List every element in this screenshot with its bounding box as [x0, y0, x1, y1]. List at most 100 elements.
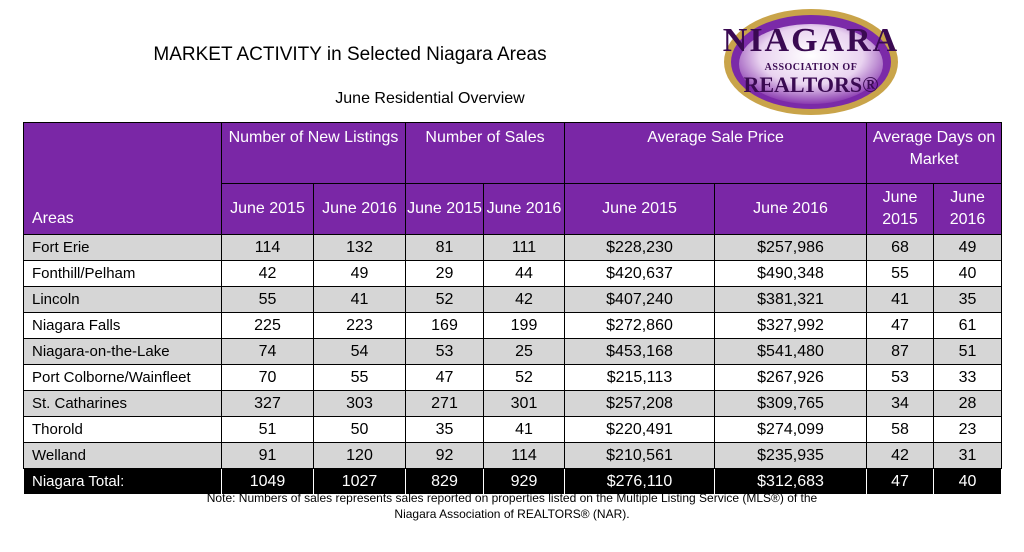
value-cell: $453,168	[564, 338, 716, 365]
table-row: Niagara-on-the-Lake 74 54 53 25 $453,168 $541,…	[23, 338, 1003, 365]
logo-line-3: REALTORS®	[743, 72, 879, 97]
value-cell: $381,321	[714, 286, 868, 313]
value-cell: 40	[933, 260, 1003, 287]
table-row: Port Colborne/Wainfleet 70 55 47 52 $215,113 $…	[23, 364, 1003, 391]
table-row: Fonthill/Pelham 42 49 29 44 $420,637 $490,348 5…	[23, 260, 1003, 287]
value-cell: $267,926	[714, 364, 868, 391]
logo-line-2: ASSOCIATION OF	[764, 62, 858, 73]
value-cell: 51	[221, 416, 314, 443]
value-cell: 91	[221, 442, 314, 469]
sub-header-cell: June 2015	[221, 183, 314, 235]
value-cell: 35	[933, 286, 1003, 313]
value-cell: 41	[313, 286, 406, 313]
value-cell: $541,480	[714, 338, 868, 365]
table-row: Welland 91 120 92 114 $210,561 $235,935 42 31	[23, 442, 1003, 469]
value-cell: 92	[405, 442, 484, 469]
table-row: St. Catharines 327 303 271 301 $257,208 $309,7…	[23, 390, 1003, 417]
value-cell: 301	[482, 390, 566, 417]
value-cell: 120	[313, 442, 406, 469]
value-cell: $228,230	[564, 234, 716, 261]
value-cell: 55	[313, 364, 406, 391]
table-row: Niagara Falls 225 223 169 199 $272,860 $327,99…	[23, 312, 1003, 339]
value-cell: $309,765	[714, 390, 868, 417]
market-activity-table: Areas Number of New Listings Number of S…	[23, 122, 1003, 495]
value-cell: 50	[313, 416, 406, 443]
value-cell: 70	[221, 364, 314, 391]
value-cell: $257,208	[564, 390, 716, 417]
area-name-cell: Niagara Falls	[23, 312, 222, 339]
total-value-cell: 929	[482, 468, 566, 495]
group-header-new-listings: Number of New Listings	[221, 122, 406, 184]
total-value-cell: $276,110	[564, 468, 716, 495]
logo-line-1: NIAGARA	[722, 22, 900, 59]
value-cell: $235,935	[714, 442, 868, 469]
page-subtitle: June Residential Overview	[335, 90, 525, 107]
sub-header-cell: June 2016	[933, 183, 1003, 235]
value-cell: $215,113	[564, 364, 716, 391]
footnote-line-1: Note: Numbers of sales represents sales …	[206, 491, 818, 505]
sub-header-cell: June 2015	[564, 183, 716, 235]
area-name-cell: Niagara-on-the-Lake	[23, 338, 222, 365]
area-name-cell: Thorold	[23, 416, 222, 443]
value-cell: 74	[221, 338, 314, 365]
value-cell: 271	[405, 390, 484, 417]
total-label-cell: Niagara Total:	[23, 468, 222, 495]
logo-emblem	[724, 9, 898, 115]
footnote-line-2: Niagara Association of REALTORS® (NAR).	[394, 507, 630, 521]
value-cell: 29	[405, 260, 484, 287]
value-cell: 199	[482, 312, 566, 339]
table-row: Thorold 51 50 35 41 $220,491 $274,099 58 23	[23, 416, 1003, 443]
value-cell: 53	[866, 364, 935, 391]
niagara-realtors-logo: NIAGARA ASSOCIATION OF REALTORS®	[722, 6, 900, 118]
value-cell: $327,992	[714, 312, 868, 339]
value-cell: 33	[933, 364, 1003, 391]
value-cell: $420,637	[564, 260, 716, 287]
area-name-cell: Fort Erie	[23, 234, 222, 261]
value-cell: 111	[482, 234, 566, 261]
value-cell: 55	[866, 260, 935, 287]
value-cell: 49	[933, 234, 1003, 261]
footnote: Note: Numbers of sales represents sales …	[0, 490, 1024, 522]
value-cell: 61	[933, 312, 1003, 339]
value-cell: 303	[313, 390, 406, 417]
value-cell: 54	[313, 338, 406, 365]
value-cell: 41	[482, 416, 566, 443]
total-value-cell: 829	[405, 468, 484, 495]
value-cell: 25	[482, 338, 566, 365]
value-cell: 327	[221, 390, 314, 417]
area-name-cell: Lincoln	[23, 286, 222, 313]
value-cell: 44	[482, 260, 566, 287]
value-cell: 52	[405, 286, 484, 313]
value-cell: 23	[933, 416, 1003, 443]
value-cell: 223	[313, 312, 406, 339]
area-name-cell: Fonthill/Pelham	[23, 260, 222, 287]
value-cell: $274,099	[714, 416, 868, 443]
value-cell: 114	[221, 234, 314, 261]
total-value-cell: 40	[933, 468, 1003, 495]
value-cell: 132	[313, 234, 406, 261]
sub-header-cell: June 2015	[866, 183, 935, 235]
areas-header: Areas	[23, 122, 222, 235]
value-cell: $272,860	[564, 312, 716, 339]
value-cell: $220,491	[564, 416, 716, 443]
area-name-cell: St. Catharines	[23, 390, 222, 417]
value-cell: 49	[313, 260, 406, 287]
sub-header-cell: June 2016	[313, 183, 406, 235]
group-header-avg-price: Average Sale Price	[564, 122, 868, 184]
value-cell: 42	[482, 286, 566, 313]
value-cell: 68	[866, 234, 935, 261]
value-cell: 34	[866, 390, 935, 417]
page-title: MARKET ACTIVITY in Selected Niagara Area…	[153, 44, 547, 65]
value-cell: 52	[482, 364, 566, 391]
value-cell: $407,240	[564, 286, 716, 313]
value-cell: 41	[866, 286, 935, 313]
value-cell: $490,348	[714, 260, 868, 287]
value-cell: 58	[866, 416, 935, 443]
total-value-cell: $312,683	[714, 468, 868, 495]
value-cell: $210,561	[564, 442, 716, 469]
value-cell: $257,986	[714, 234, 868, 261]
value-cell: 55	[221, 286, 314, 313]
value-cell: 81	[405, 234, 484, 261]
sub-header-cell: June 2016	[714, 183, 868, 235]
area-name-cell: Port Colborne/Wainfleet	[23, 364, 222, 391]
